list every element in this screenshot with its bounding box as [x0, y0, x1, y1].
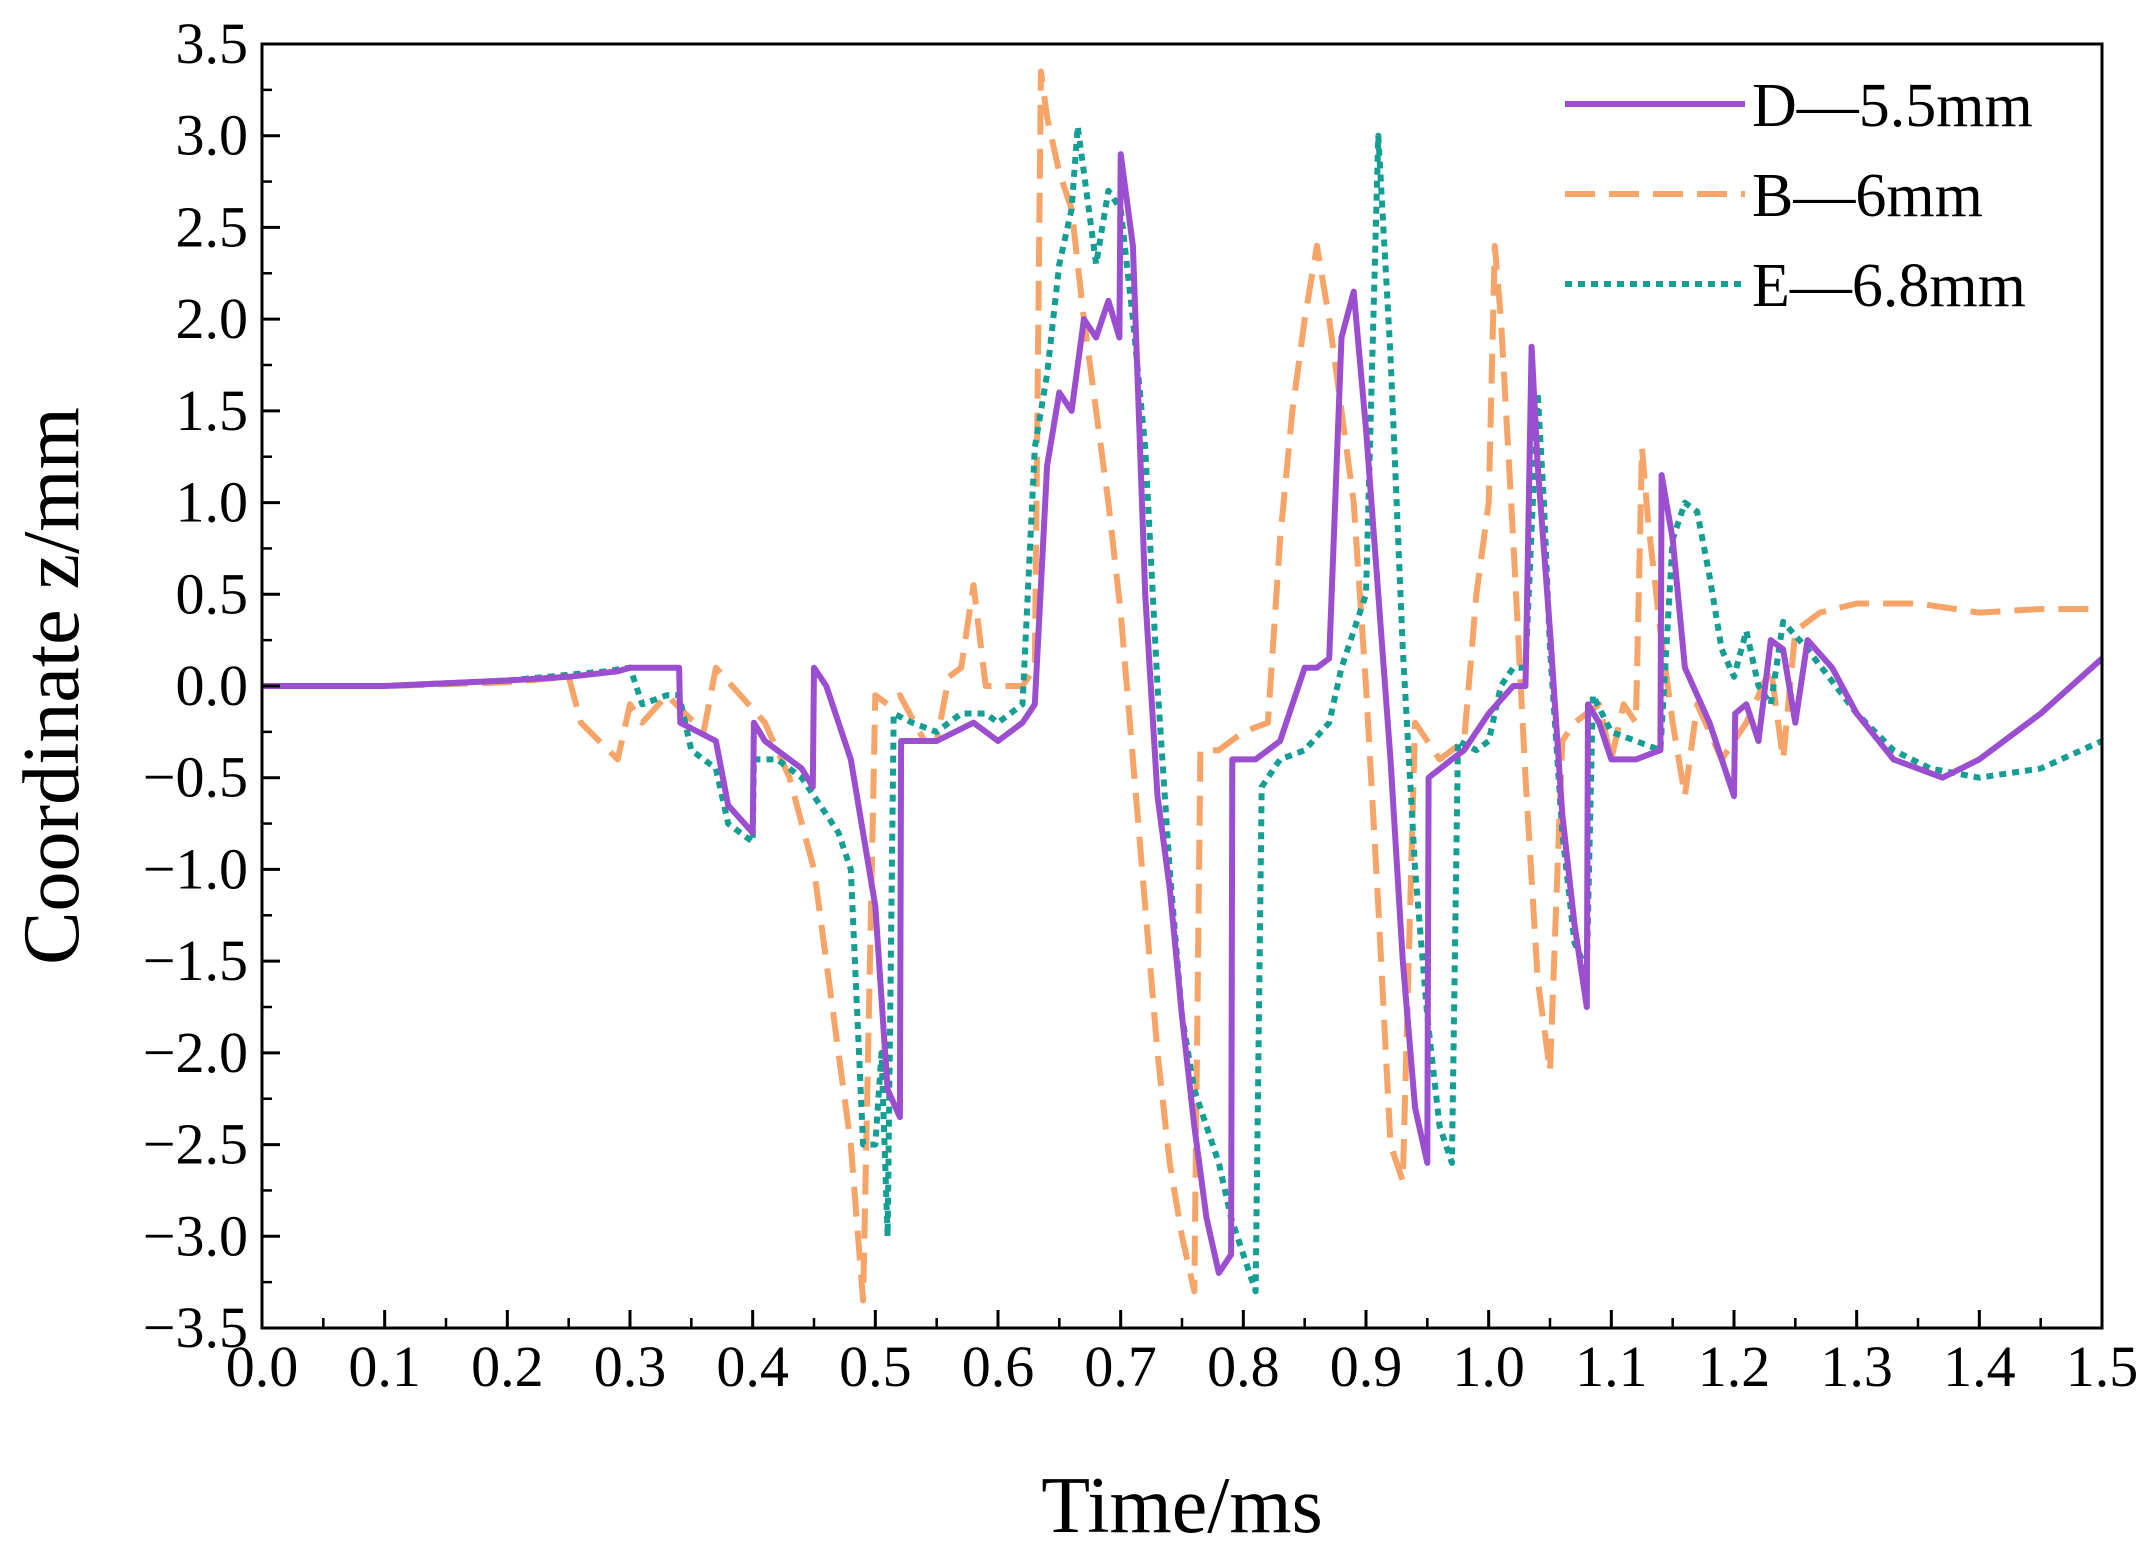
legend-label-2: E—6.8mm: [1752, 252, 2026, 320]
x-tick-label: 1.5: [2066, 1334, 2139, 1399]
x-tick-label: 0.6: [962, 1334, 1035, 1399]
y-tick-label: −2.0: [143, 1020, 248, 1085]
y-tick-label: 0.0: [176, 653, 249, 718]
x-axis: 0.0 0.1 0.2 0.3 0.4 0.5 0.6 0.7 0.8 0.9 1.0 1.1 1.2 1…: [226, 1310, 2139, 1399]
x-tick-label: 1.0: [1452, 1334, 1525, 1399]
series-layer: [262, 68, 2105, 1304]
x-tick-label: 0.9: [1330, 1334, 1403, 1399]
x-tick-label: 0.4: [716, 1334, 789, 1399]
y-tick-label: 2.5: [176, 194, 249, 259]
x-tick-label: 1.1: [1575, 1334, 1648, 1399]
x-tick-label: 1.4: [1943, 1334, 2016, 1399]
y-tick-label: 3.0: [176, 103, 249, 168]
x-tick-label: 0.3: [594, 1334, 667, 1399]
y-tick-label: 1.0: [176, 470, 249, 535]
x-tick-label: 1.2: [1698, 1334, 1771, 1399]
series-line-1: [262, 68, 2102, 1304]
y-tick-label: −1.0: [143, 836, 248, 901]
x-tick-label: 0.5: [839, 1334, 912, 1399]
x-tick-label: 0.8: [1207, 1334, 1280, 1399]
legend-label-0: D—5.5mm: [1752, 72, 2033, 140]
y-tick-label: −3.0: [143, 1203, 248, 1268]
y-tick-label: −1.5: [143, 928, 248, 993]
x-tick-label: 0.7: [1084, 1334, 1157, 1399]
x-tick-label: 0.1: [348, 1334, 421, 1399]
legend-label-1: B—6mm: [1752, 162, 1983, 230]
y-axis-title: Coordinate z/mm: [8, 407, 96, 965]
y-tick-label: −2.5: [143, 1112, 248, 1177]
y-tick-label: −0.5: [143, 745, 248, 810]
y-tick-label: 2.0: [176, 286, 249, 351]
y-tick-label: −3.5: [143, 1295, 248, 1360]
x-tick-label: 0.0: [226, 1334, 299, 1399]
plot-frame: [260, 42, 2104, 1330]
series-line-0: [262, 151, 2105, 1276]
x-tick-label: 1.3: [1820, 1334, 1893, 1399]
y-axis: −3.5 −3.0 −2.5 −2.0 −1.5 −1.0 −0.5 0.0 0.5 1.0 1.5…: [143, 11, 280, 1360]
x-axis-title: Time/ms: [1041, 1462, 1323, 1548]
y-tick-label: 3.5: [176, 11, 249, 76]
x-tick-label: 0.2: [471, 1334, 544, 1399]
y-tick-label: 1.5: [176, 378, 249, 443]
y-tick-label: 0.5: [176, 561, 249, 626]
legend: D—5.5mm B—6mm E—6.8mm: [1565, 72, 2033, 320]
